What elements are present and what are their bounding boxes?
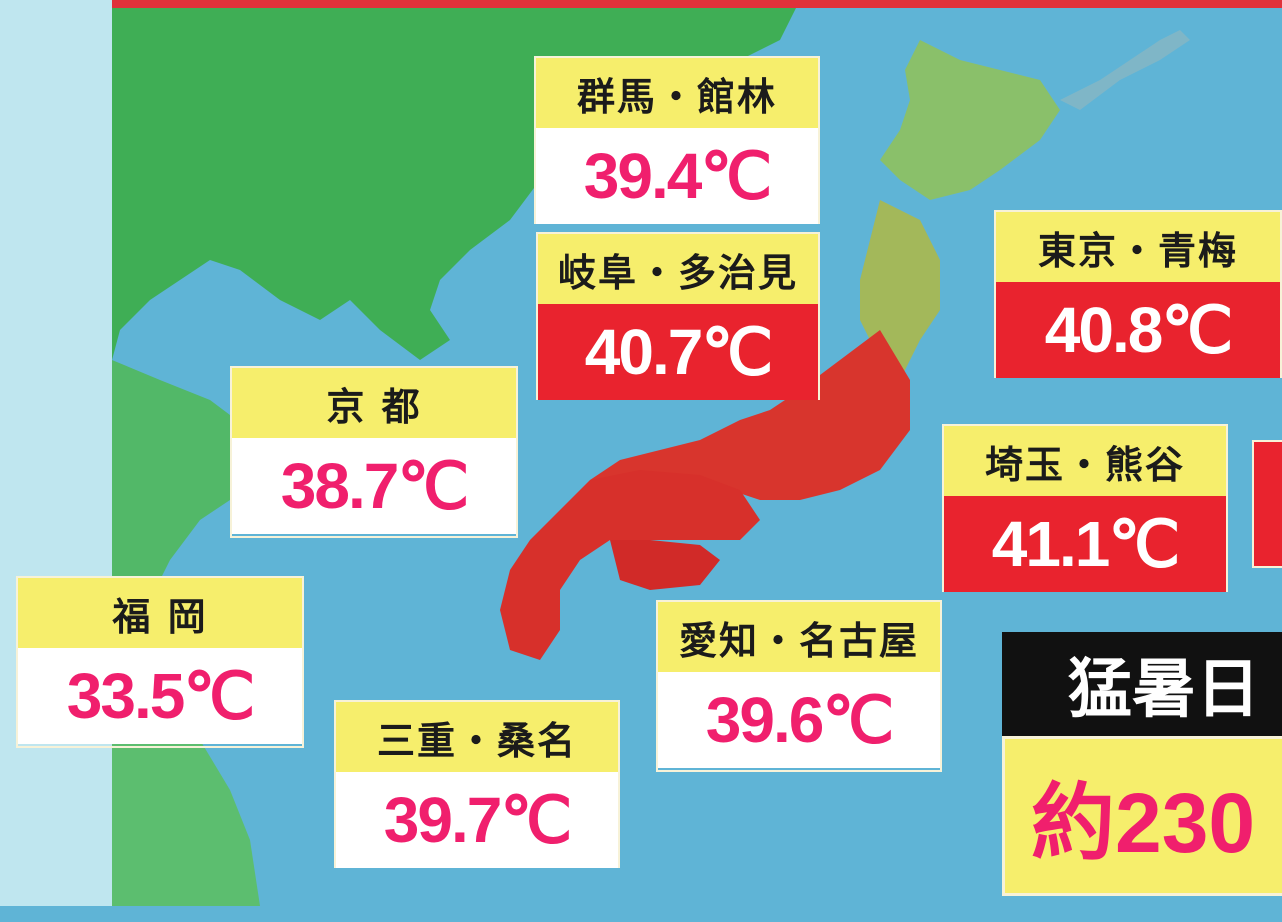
city-name: 東京・青梅 xyxy=(996,212,1280,282)
city-temp: 39.6℃ xyxy=(658,672,940,768)
chain-islands xyxy=(1060,30,1190,110)
left-strip xyxy=(0,0,112,906)
badge-count: 約230 xyxy=(1002,736,1282,896)
heat-days-badge: 猛暑日 約230 xyxy=(1002,632,1282,922)
top-bar xyxy=(0,0,1282,8)
honshu-central xyxy=(590,330,910,500)
city-temp: 41.1℃ xyxy=(944,496,1226,592)
city-card-aichi: 愛知・名古屋 39.6℃ xyxy=(656,600,942,772)
shikoku xyxy=(610,540,720,590)
city-name: 福 岡 xyxy=(18,578,302,648)
city-name: 京 都 xyxy=(232,368,516,438)
city-temp: 39.4℃ xyxy=(536,128,818,224)
partial-card xyxy=(1252,440,1282,568)
city-temp: 40.8℃ xyxy=(996,282,1280,378)
city-card-mie: 三重・桑名 39.7℃ xyxy=(334,700,620,868)
city-name: 三重・桑名 xyxy=(336,702,618,772)
city-card-tokyo: 東京・青梅 40.8℃ xyxy=(994,210,1282,378)
city-name: 群馬・館林 xyxy=(536,58,818,128)
badge-title: 猛暑日 xyxy=(1002,632,1282,736)
city-temp: 39.7℃ xyxy=(336,772,618,868)
hokkaido xyxy=(880,40,1060,200)
city-card-gifu: 岐阜・多治見 40.7℃ xyxy=(536,232,820,400)
city-card-kyoto: 京 都 38.7℃ xyxy=(230,366,518,538)
city-card-fukuoka: 福 岡 33.5℃ xyxy=(16,576,304,748)
city-card-gunma: 群馬・館林 39.4℃ xyxy=(534,56,820,224)
city-name: 岐阜・多治見 xyxy=(538,234,818,304)
city-name: 愛知・名古屋 xyxy=(658,602,940,672)
city-temp: 38.7℃ xyxy=(232,438,516,534)
city-temp: 40.7℃ xyxy=(538,304,818,400)
city-name: 埼玉・熊谷 xyxy=(944,426,1226,496)
western-japan xyxy=(500,470,760,660)
city-card-saitama: 埼玉・熊谷 41.1℃ xyxy=(942,424,1228,592)
city-temp: 33.5℃ xyxy=(18,648,302,744)
